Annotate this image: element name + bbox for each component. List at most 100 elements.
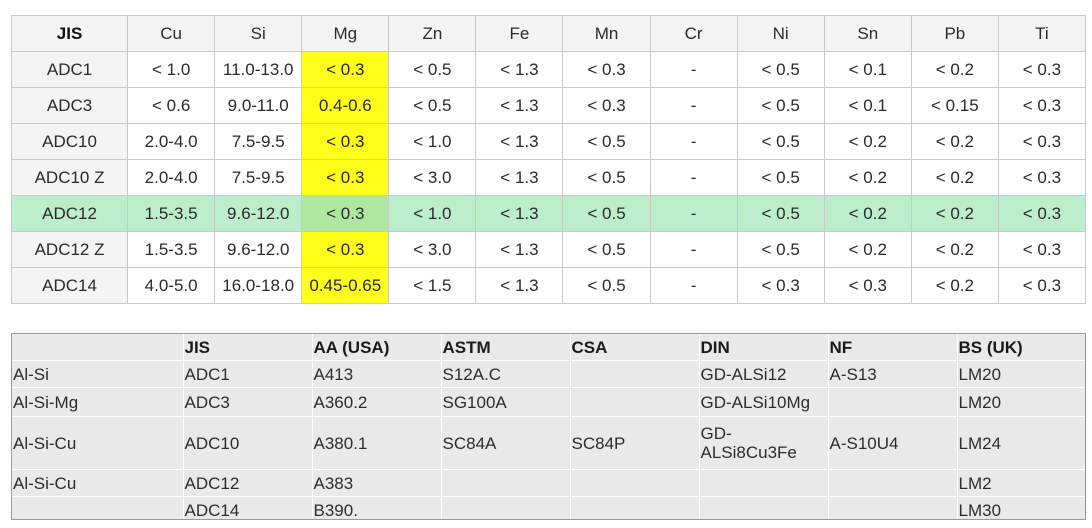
equivalents-header-cell: CSA xyxy=(570,334,700,361)
equivalents-header-row: JIS AA (USA) ASTM CSA DIN NF BS (UK) xyxy=(12,334,1085,361)
composition-cell: < 0.5 xyxy=(736,87,825,124)
composition-cell: < 0.3 xyxy=(301,123,390,160)
composition-row: ADC10 2.0-4.0 7.5-9.5 < 0.3 < 1.0 < 1.3 < 0.5-… xyxy=(10,123,1087,160)
equivalent-code-cell xyxy=(441,469,571,497)
composition-cell: - xyxy=(649,123,738,160)
composition-cell: 2.0-4.0 xyxy=(127,159,216,196)
equivalent-code-cell xyxy=(570,496,700,519)
alloy-grade-cell: ADC12 Z xyxy=(10,231,129,268)
equivalent-code-cell: GD-ALSi12 xyxy=(699,360,829,388)
equivalents-table: JIS AA (USA) ASTM CSA DIN NF BS (UK) Al-Si ADC1… xyxy=(12,334,1085,519)
composition-cell: - xyxy=(649,159,738,196)
alloy-family-cell xyxy=(12,496,184,519)
alloy-grade-cell: ADC3 xyxy=(10,87,129,124)
composition-cell: 1.5-3.5 xyxy=(127,195,216,232)
composition-cell: < 0.1 xyxy=(823,87,912,124)
composition-cell: - xyxy=(649,231,738,268)
alloy-grade-cell: ADC10 Z xyxy=(10,159,129,196)
alloy-grade-cell: ADC10 xyxy=(10,123,129,160)
composition-cell: < 0.2 xyxy=(823,195,912,232)
composition-cell: < 1.5 xyxy=(388,267,477,304)
composition-body: ADC1 < 1.0 11.0-13.0 < 0.3 < 0.5 < 1.3 < 0.3- <… xyxy=(10,51,1087,304)
equivalents-row: Al-Si-Mg ADC3 A360.2 SG100A GD-ALSi10Mg LM20 xyxy=(12,387,1085,417)
composition-header-jis: JIS xyxy=(10,15,129,52)
composition-header-cu: Cu xyxy=(127,15,216,52)
composition-row: ADC12 1.5-3.5 9.6-12.0 < 0.3 < 1.0 < 1.3 < 0.5… xyxy=(10,195,1087,232)
equivalent-code-cell: A380.1 xyxy=(312,416,442,470)
composition-row: ADC1 < 1.0 11.0-13.0 < 0.3 < 0.5 < 1.3 < 0.3- <… xyxy=(10,51,1087,88)
equivalent-code-cell: LM20 xyxy=(957,387,1085,417)
composition-cell: < 0.5 xyxy=(736,195,825,232)
equivalent-code-cell xyxy=(570,360,700,388)
composition-table: JIS Cu Si Mg Zn Fe Mn Cr Ni Sn Pb Ti ADC1 < 1.0 11.0-… xyxy=(10,15,1087,304)
equivalents-header-cell: ASTM xyxy=(441,334,571,361)
equivalent-code-cell: GD- ALSi8Cu3Fe xyxy=(699,416,829,470)
composition-row: ADC14 4.0-5.0 16.0-18.0 0.45-0.65 < 1.5 < 1.3… xyxy=(10,267,1087,304)
composition-row: ADC12 Z 1.5-3.5 9.6-12.0 < 0.3 < 3.0 < 1.3 < 0… xyxy=(10,231,1087,268)
alloy-family-cell: Al-Si-Cu xyxy=(12,469,184,497)
composition-cell: < 0.3 xyxy=(997,51,1087,88)
composition-cell: - xyxy=(649,87,738,124)
composition-header-sn: Sn xyxy=(823,15,912,52)
composition-cell: < 0.5 xyxy=(736,231,825,268)
composition-cell: < 0.3 xyxy=(997,267,1087,304)
equivalents-panel: JIS AA (USA) ASTM CSA DIN NF BS (UK) Al-Si ADC1… xyxy=(11,333,1086,520)
composition-cell: 4.0-5.0 xyxy=(127,267,216,304)
equivalents-header-cell: BS (UK) xyxy=(957,334,1085,361)
composition-cell: 2.0-4.0 xyxy=(127,123,216,160)
equivalent-code-cell: LM20 xyxy=(957,360,1085,388)
composition-cell: - xyxy=(649,267,738,304)
composition-cell: < 0.5 xyxy=(388,87,477,124)
composition-cell: < 3.0 xyxy=(388,231,477,268)
composition-cell: < 0.3 xyxy=(301,231,390,268)
composition-cell: - xyxy=(649,195,738,232)
composition-cell: < 0.5 xyxy=(562,267,651,304)
composition-cell: < 0.1 xyxy=(823,51,912,88)
alloy-family-cell: Al-Si-Cu xyxy=(12,416,184,470)
composition-cell: < 0.5 xyxy=(562,231,651,268)
equivalent-code-cell: SC84P xyxy=(570,416,700,470)
composition-header-zn: Zn xyxy=(388,15,477,52)
composition-header-cr: Cr xyxy=(649,15,738,52)
composition-cell: < 0.2 xyxy=(823,159,912,196)
equivalent-code-cell: B390. xyxy=(312,496,442,519)
equivalents-header-cell xyxy=(12,334,184,361)
composition-cell: < 0.3 xyxy=(997,87,1087,124)
composition-cell: 7.5-9.5 xyxy=(214,159,303,196)
equivalent-code-cell xyxy=(570,469,700,497)
composition-cell: < 3.0 xyxy=(388,159,477,196)
equivalent-code-cell xyxy=(570,387,700,417)
equivalents-row: ADC14 B390. LM30 xyxy=(12,496,1085,519)
composition-cell: < 0.2 xyxy=(823,123,912,160)
equivalent-code-cell: S12A.C xyxy=(441,360,571,388)
equivalent-code-cell: A-S13 xyxy=(828,360,958,388)
composition-cell: < 0.3 xyxy=(301,51,390,88)
alloy-grade-cell: ADC14 xyxy=(10,267,129,304)
equivalents-header-cell: NF xyxy=(828,334,958,361)
composition-cell: 9.0-11.0 xyxy=(214,87,303,124)
composition-cell: < 0.5 xyxy=(736,51,825,88)
composition-cell: < 0.3 xyxy=(301,159,390,196)
composition-cell: 7.5-9.5 xyxy=(214,123,303,160)
equivalent-code-cell: GD-ALSi10Mg xyxy=(699,387,829,417)
composition-header-fe: Fe xyxy=(475,15,564,52)
composition-cell: < 1.0 xyxy=(388,195,477,232)
equivalent-code-cell xyxy=(699,469,829,497)
composition-cell: < 1.3 xyxy=(475,51,564,88)
composition-cell: < 0.5 xyxy=(562,195,651,232)
composition-cell: < 0.5 xyxy=(562,159,651,196)
equivalents-row: Al-Si-Cu ADC12 A383 LM2 xyxy=(12,469,1085,497)
equivalent-code-cell xyxy=(828,496,958,519)
composition-row: ADC3 < 0.6 9.0-11.0 0.4-0.6 < 0.5 < 1.3 < 0.3-… xyxy=(10,87,1087,124)
equivalents-row: Al-Si-Cu ADC10 A380.1 SC84A SC84P GD- ALSi8Cu… xyxy=(12,416,1085,470)
composition-cell: 9.6-12.0 xyxy=(214,195,303,232)
equivalent-code-cell xyxy=(699,496,829,519)
equivalent-code-cell: ADC12 xyxy=(183,469,313,497)
composition-cell: 0.4-0.6 xyxy=(301,87,390,124)
composition-cell: < 0.3 xyxy=(736,267,825,304)
equivalent-code-cell xyxy=(828,387,958,417)
composition-cell: - xyxy=(649,51,738,88)
composition-header-mn: Mn xyxy=(562,15,651,52)
composition-cell: 11.0-13.0 xyxy=(214,51,303,88)
composition-cell: < 1.3 xyxy=(475,231,564,268)
